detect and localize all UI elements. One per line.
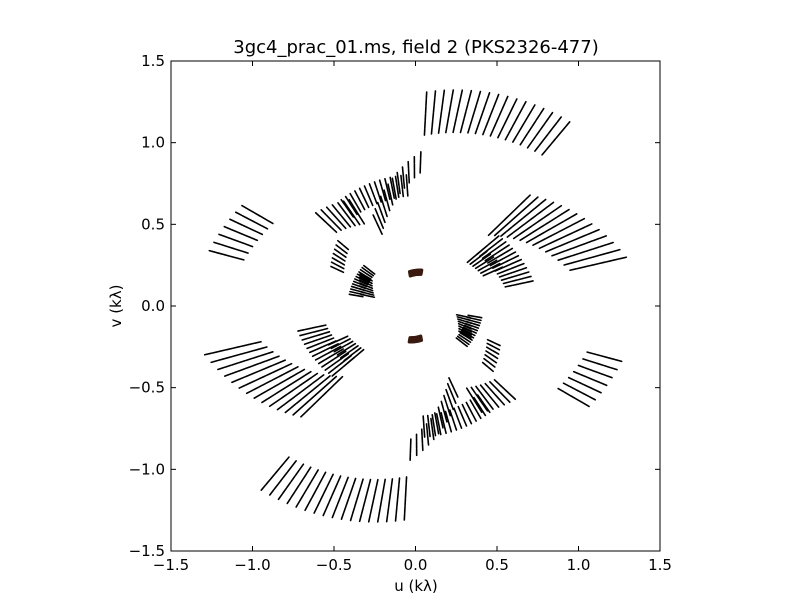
y-tick-label: 0.0	[141, 297, 165, 315]
uv-point	[402, 167, 403, 173]
uv-point	[383, 487, 384, 493]
uv-point	[379, 508, 380, 514]
uv-point	[442, 105, 443, 111]
uv-point	[431, 128, 432, 134]
uv-point	[434, 98, 435, 104]
uv-point	[391, 486, 392, 492]
uv-point	[427, 424, 428, 430]
uv-point	[421, 336, 422, 340]
uv-point	[432, 415, 433, 421]
uv-point	[399, 478, 400, 484]
uv-point	[446, 126, 447, 132]
uv-point	[443, 90, 444, 96]
x-tick-label: 0.0	[404, 556, 428, 574]
uv-point	[399, 187, 400, 193]
uv-point	[403, 190, 404, 196]
uv-point	[384, 479, 385, 485]
x-tick-label: 1.5	[648, 556, 672, 574]
uv-point	[396, 176, 397, 182]
x-axis-label: u (kλ)	[394, 577, 438, 595]
uv-point	[398, 493, 399, 499]
uv-point	[390, 493, 391, 499]
uv-point	[452, 90, 453, 96]
uv-point	[433, 433, 434, 439]
uv-point	[395, 193, 396, 199]
uv-point	[409, 272, 410, 276]
uv-point	[432, 120, 433, 126]
uv-point	[434, 429, 435, 435]
uv-point	[392, 479, 393, 485]
uv-point	[394, 186, 395, 192]
uv-point	[442, 98, 443, 104]
uv-point	[436, 420, 437, 426]
uv-point	[447, 119, 448, 125]
y-tick-label: 0.5	[141, 215, 165, 233]
uv-point	[397, 173, 398, 179]
uv-point	[448, 112, 449, 118]
uv-point	[398, 180, 399, 186]
uv-point	[396, 515, 397, 521]
uv-point	[439, 127, 440, 133]
uv-point	[433, 113, 434, 119]
uv-point	[397, 184, 398, 190]
uv-point	[401, 176, 402, 182]
uv-point	[404, 182, 405, 188]
x-tick-label: −1.0	[234, 556, 270, 574]
uv-point	[428, 439, 429, 445]
uv-point	[428, 416, 429, 422]
uv-point	[440, 119, 441, 125]
x-tick-label: 0.5	[485, 556, 509, 574]
y-tick-label: −1.5	[129, 542, 165, 560]
y-tick-label: −1.0	[129, 460, 165, 478]
y-tick-label: 1.0	[141, 134, 165, 152]
uv-point	[435, 91, 436, 97]
uv-point	[392, 178, 393, 184]
uv-point	[397, 500, 398, 506]
uv-point	[432, 426, 433, 432]
uv-point	[451, 97, 452, 103]
uv-point	[378, 516, 379, 522]
uv-point	[427, 431, 428, 437]
uv-point	[398, 485, 399, 491]
uv-point	[387, 515, 388, 521]
uv-point	[349, 294, 355, 295]
uv-point	[429, 430, 430, 436]
uv-point	[431, 419, 432, 425]
uv-point	[441, 112, 442, 118]
uv-track	[409, 336, 421, 342]
uv-point	[437, 427, 438, 433]
uv-point	[475, 317, 481, 318]
uv-point	[396, 507, 397, 513]
y-tick-label: −0.5	[129, 379, 165, 397]
y-tick-label: 1.5	[141, 52, 165, 70]
chart-title: 3gc4_prac_01.ms, field 2 (PKS2326-477)	[233, 37, 598, 58]
uv-point	[357, 296, 363, 297]
x-tick-label: 1.0	[567, 556, 591, 574]
uv-point	[380, 501, 381, 507]
uv-track	[409, 270, 421, 276]
uv-point	[402, 183, 403, 189]
uv-point	[450, 105, 451, 111]
uv-point	[435, 413, 436, 419]
uv-point	[468, 315, 474, 316]
uv-point	[382, 494, 383, 500]
uv-point	[433, 422, 434, 428]
uv-point	[388, 508, 389, 514]
uv-point	[434, 106, 435, 112]
uv-point	[398, 191, 399, 197]
uv-point	[389, 501, 390, 507]
y-axis-label: v (kλ)	[107, 285, 125, 328]
x-tick-label: −0.5	[316, 556, 352, 574]
uv-point	[429, 423, 430, 429]
uv-point	[403, 174, 404, 180]
